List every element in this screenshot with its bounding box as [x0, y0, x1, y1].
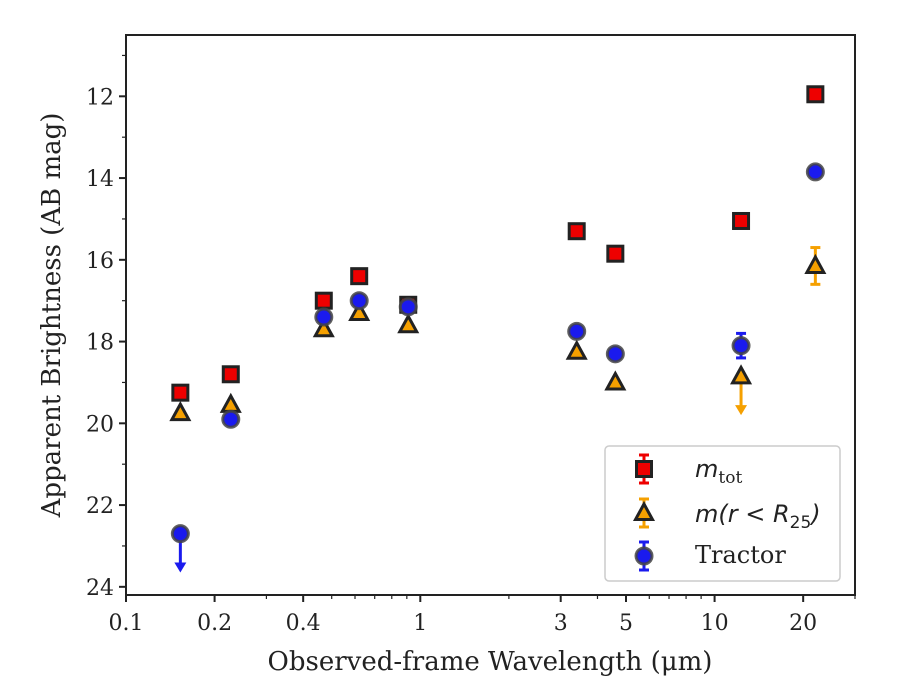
square-point — [567, 222, 586, 241]
x-tick-label: 5 — [619, 611, 633, 636]
x-axis-ticks: 0.1 0.2 0.4 1 3 5 10 20 — [109, 595, 856, 636]
circle-point — [805, 162, 825, 182]
x-axis-label: Observed-frame Wavelength (μm) — [268, 647, 713, 677]
triangle-point — [804, 253, 827, 274]
series-circle — [170, 162, 825, 573]
circle-point — [314, 307, 334, 327]
legend-triangle-marker — [632, 500, 656, 521]
legend-square-marker — [635, 460, 653, 478]
circle-point — [221, 409, 241, 429]
y-tick-label: 22 — [86, 494, 114, 519]
y-tick-label: 14 — [86, 167, 114, 192]
upper-limit-arrow-head — [174, 562, 187, 573]
x-tick-label: 0.4 — [286, 611, 321, 636]
circle-point — [567, 321, 587, 341]
square-point — [171, 383, 190, 402]
legend-markers — [632, 453, 656, 572]
triangle-point — [348, 300, 371, 321]
circle-point — [731, 336, 751, 356]
x-tick-label: 3 — [554, 611, 568, 636]
legend-label-mtot: mtot — [695, 455, 742, 488]
triangle-point — [604, 370, 627, 391]
series-layer — [169, 85, 827, 573]
y-tick-label: 24 — [86, 576, 114, 601]
legend: mtot m(r < R25) Tractor — [604, 445, 841, 582]
y-tick-label: 12 — [86, 85, 114, 110]
y-tick-label: 20 — [86, 412, 114, 437]
square-point — [606, 244, 625, 263]
y-tick-label: 18 — [86, 331, 114, 356]
square-point — [350, 267, 369, 286]
x-tick-label: 1 — [413, 611, 427, 636]
triangle-point — [169, 400, 192, 422]
upper-limit-arrow-head — [735, 405, 748, 416]
x-tick-label: 20 — [789, 611, 817, 636]
triangle-point — [730, 364, 753, 385]
square-point — [732, 211, 751, 230]
legend-frame — [604, 445, 841, 582]
circle-point — [398, 297, 418, 317]
legend-label-tractor: Tractor — [695, 541, 786, 569]
circle-point — [349, 291, 369, 311]
square-point — [806, 85, 825, 104]
x-tick-label: 0.1 — [109, 611, 144, 636]
triangle-point — [312, 317, 335, 338]
triangle-point — [397, 313, 420, 334]
legend-label-mr25: m(r < R25) — [695, 500, 821, 533]
legend-circle-marker — [634, 546, 654, 566]
x-tick-label: 0.2 — [197, 611, 232, 636]
circle-point — [170, 524, 190, 544]
square-point — [314, 291, 333, 310]
y-tick-label: 16 — [86, 249, 114, 274]
y-axis-label: Apparent Brightness (AB mag) — [37, 113, 67, 519]
triangle-point — [565, 339, 588, 360]
x-tick-label: 10 — [701, 611, 729, 636]
circle-point — [605, 344, 625, 364]
square-point — [221, 365, 240, 384]
y-axis-ticks: 12 14 16 18 20 22 24 — [86, 54, 126, 601]
